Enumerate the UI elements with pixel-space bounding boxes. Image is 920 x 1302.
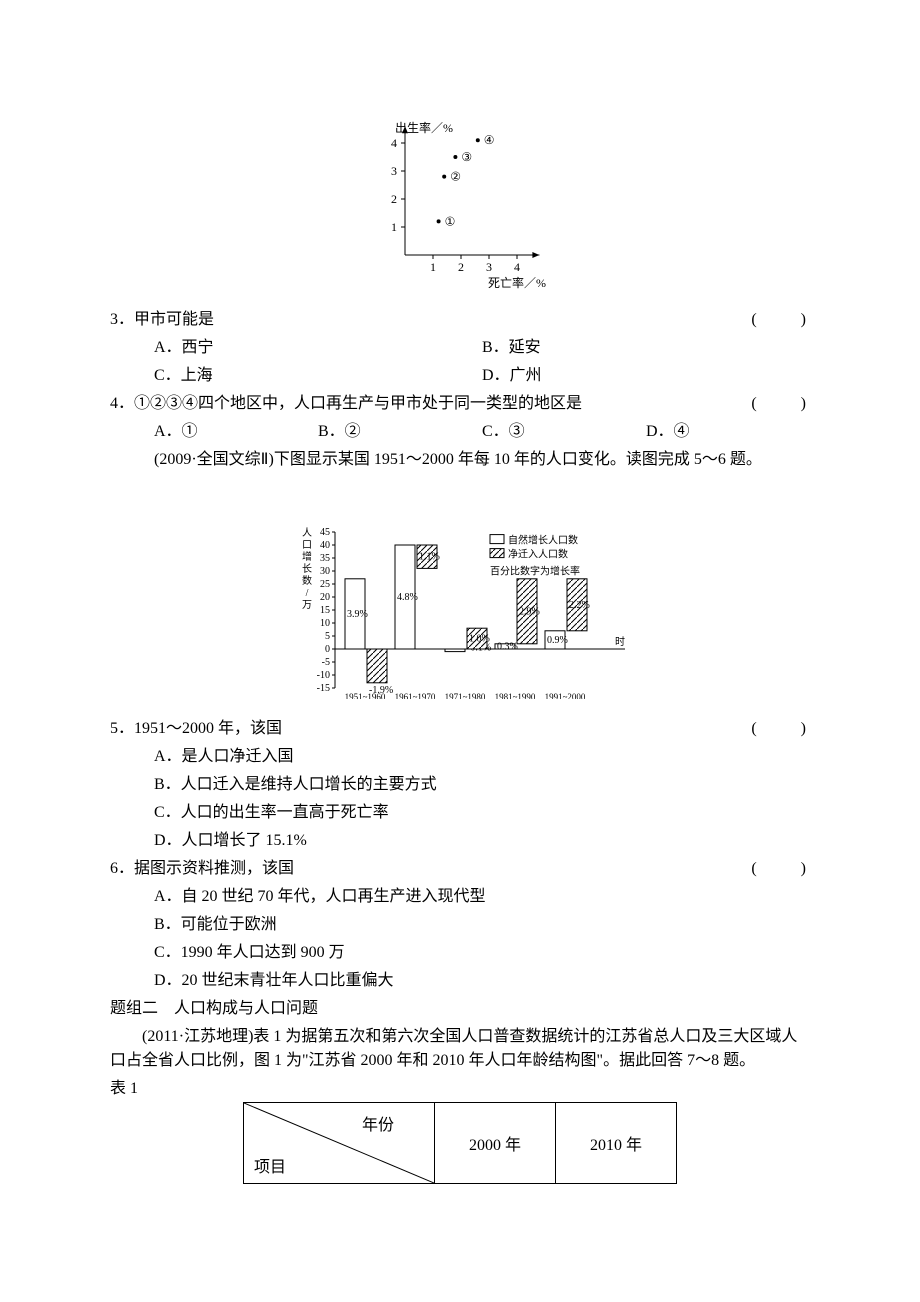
- q5-opt-b: B．人口迁入是维持人口增长的主要方式: [110, 770, 810, 794]
- q6-opt-d: D．20 世纪末青壮年人口比重偏大: [110, 966, 810, 990]
- svg-text:-5: -5: [322, 657, 330, 668]
- table1-col-2010: 2010 年: [556, 1103, 677, 1184]
- table1-head-item: 项目: [254, 1153, 286, 1177]
- q5-opt-d: D．人口增长了 15.1%: [110, 826, 810, 850]
- svg-text:1991~2000: 1991~2000: [545, 692, 586, 699]
- svg-text:/: /: [306, 588, 309, 599]
- table1-diag-cell: 年份 项目: [244, 1103, 435, 1184]
- q5-opt-c: C．人口的出生率一直高于死亡率: [110, 798, 810, 822]
- svg-text:2.9%: 2.9%: [519, 606, 540, 617]
- svg-text:15: 15: [320, 605, 330, 616]
- svg-text:长: 长: [302, 563, 312, 575]
- q6-opt-a: A．自 20 世纪 70 年代，人口再生产进入现代型: [110, 882, 810, 906]
- q3-opt-c: C．上海: [154, 361, 482, 385]
- svg-text:口: 口: [302, 540, 312, 551]
- svg-text:④: ④: [484, 133, 495, 147]
- svg-text:1981~1990: 1981~1990: [495, 692, 536, 699]
- svg-text:1971~1980: 1971~1980: [445, 692, 486, 699]
- scatter-chart: 12341234死亡率／%出生率／%①②③④: [110, 110, 810, 290]
- svg-text:4.8%: 4.8%: [397, 592, 418, 603]
- svg-text:净迁入人口数: 净迁入人口数: [508, 548, 568, 561]
- q3-opts-row1: A．西宁 B．延安: [110, 333, 810, 357]
- svg-text:1.1%: 1.1%: [419, 552, 440, 563]
- svg-text:自然增长人口数: 自然增长人口数: [508, 534, 578, 547]
- q4-opt-d: D．④: [646, 417, 810, 441]
- q4-paren: ( ): [751, 389, 810, 413]
- q6-opt-c: C．1990 年人口达到 900 万: [110, 938, 810, 962]
- svg-text:35: 35: [320, 553, 330, 564]
- q3-paren: ( ): [751, 305, 810, 329]
- question-4: 4． ①②③④四个地区中，人口再生产与甲市处于同一类型的地区是 ( ): [110, 389, 810, 413]
- table1-label: 表 1: [110, 1074, 810, 1098]
- svg-text:①: ①: [445, 214, 456, 228]
- q3-opts-row2: C．上海 D．广州: [110, 361, 810, 385]
- q4-opts: A．① B．② C．③ D．④: [110, 417, 810, 441]
- svg-text:4: 4: [391, 136, 397, 150]
- group-2-title: 题组二 人口构成与人口问题: [110, 994, 810, 1018]
- svg-text:1951~1960: 1951~1960: [345, 692, 386, 699]
- table-1: 年份 项目 2000 年 2010 年: [243, 1102, 677, 1184]
- svg-text:0.3%: 0.3%: [497, 641, 518, 652]
- q4-opt-a: A．①: [154, 417, 318, 441]
- q5-opt-a: A．是人口净迁入国: [110, 742, 810, 766]
- svg-text:1: 1: [430, 260, 436, 274]
- svg-text:出生率／%: 出生率／%: [395, 120, 453, 135]
- q5-paren: ( ): [751, 714, 810, 738]
- q3-opt-b: B．延安: [482, 333, 810, 357]
- svg-text:1: 1: [391, 220, 397, 234]
- q3-text: 甲市可能是: [134, 305, 751, 329]
- q3-opt-a: A．西宁: [154, 333, 482, 357]
- source-5-6: (2009·全国文综Ⅱ)下图显示某国 1951～2000 年每 10 年的人口变…: [110, 445, 810, 469]
- q6-opt-b: B．可能位于欧洲: [110, 910, 810, 934]
- q6-num: 6．: [110, 854, 134, 878]
- svg-text:45: 45: [320, 527, 330, 538]
- question-6: 6． 据图示资料推测，该国 ( ): [110, 854, 810, 878]
- svg-text:1.0%: 1.0%: [469, 634, 490, 645]
- svg-text:5: 5: [325, 631, 330, 642]
- svg-text:万: 万: [302, 600, 312, 611]
- svg-text:3: 3: [391, 164, 397, 178]
- svg-text:0.9%: 0.9%: [547, 635, 568, 646]
- question-5: 5． 1951～2000 年，该国 ( ): [110, 714, 810, 738]
- svg-text:4: 4: [514, 260, 520, 274]
- table1-head-year: 年份: [362, 1111, 394, 1135]
- svg-text:2: 2: [458, 260, 464, 274]
- svg-text:-15: -15: [317, 683, 330, 694]
- q4-text: ①②③④四个地区中，人口再生产与甲市处于同一类型的地区是: [134, 389, 751, 413]
- svg-text:20: 20: [320, 592, 330, 603]
- svg-text:1961~1970: 1961~1970: [395, 692, 436, 699]
- q4-opt-c: C．③: [482, 417, 646, 441]
- svg-text:2: 2: [391, 192, 397, 206]
- q3-num: 3．: [110, 305, 134, 329]
- source-7-8: (2011·江苏地理)表 1 为据第五次和第六次全国人口普查数据统计的江苏省总人…: [110, 1022, 810, 1070]
- question-3: 3． 甲市可能是 ( ): [110, 305, 810, 329]
- svg-text:10: 10: [320, 618, 330, 629]
- svg-text:③: ③: [461, 150, 472, 164]
- svg-text:30: 30: [320, 566, 330, 577]
- svg-text:2.2%: 2.2%: [569, 600, 590, 611]
- table1-col-2000: 2000 年: [435, 1103, 556, 1184]
- bar-chart: -15 -10 -5 0 5 10 15 20 25 30 35 40 45 人口增长数/万 自然增长人口数…: [110, 479, 810, 699]
- svg-text:-10: -10: [317, 670, 330, 681]
- q6-paren: ( ): [751, 854, 810, 878]
- q4-num: 4．: [110, 389, 134, 413]
- q3-opt-d: D．广州: [482, 361, 810, 385]
- svg-text:增: 增: [302, 550, 312, 563]
- svg-text:数: 数: [302, 574, 312, 587]
- svg-text:3: 3: [486, 260, 492, 274]
- svg-text:人: 人: [302, 527, 312, 539]
- svg-text:②: ②: [450, 170, 461, 184]
- svg-text:3.9%: 3.9%: [347, 609, 368, 620]
- svg-text:0: 0: [325, 644, 330, 655]
- svg-text:时段: 时段: [615, 635, 625, 648]
- svg-text:40: 40: [320, 540, 330, 551]
- q5-text: 1951～2000 年，该国: [134, 714, 751, 738]
- svg-text:25: 25: [320, 579, 330, 590]
- q5-num: 5．: [110, 714, 134, 738]
- q4-opt-b: B．②: [318, 417, 482, 441]
- svg-text:百分比数字为增长率: 百分比数字为增长率: [490, 565, 580, 578]
- q6-text: 据图示资料推测，该国: [134, 854, 751, 878]
- svg-text:死亡率／%: 死亡率／%: [488, 275, 546, 290]
